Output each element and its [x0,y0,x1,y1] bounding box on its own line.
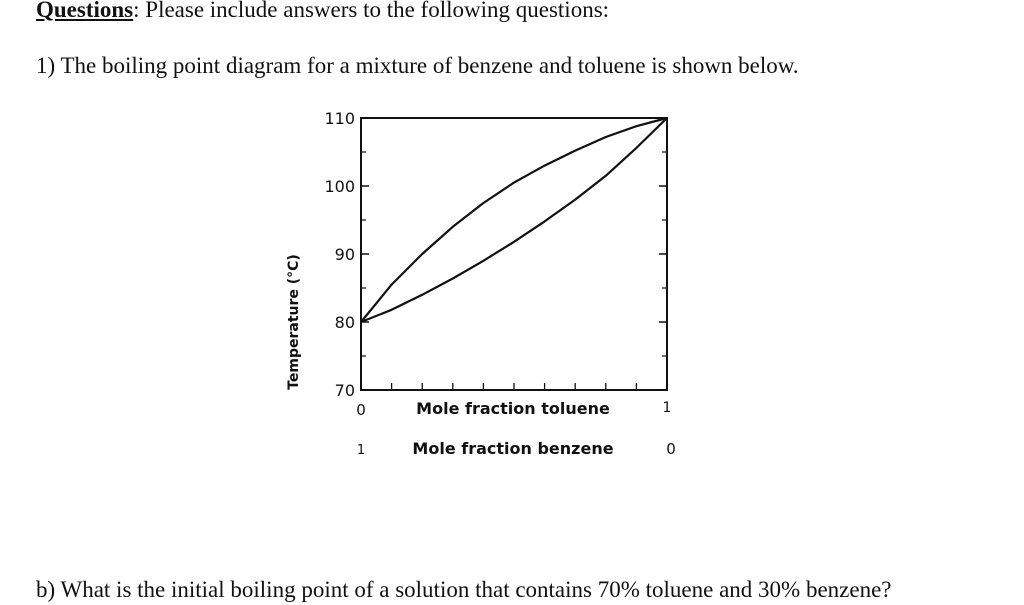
y-tick-label: 110 [324,109,355,128]
x2-tick-label: 0 [666,440,676,458]
question-1: 1) The boiling point diagram for a mixtu… [36,53,799,78]
plot-border [360,117,668,391]
heading-label: Questions [36,0,134,22]
x-tick-label: 0 [356,401,366,419]
y-tick-label: 100 [324,177,355,196]
series-line-upper [360,116,668,323]
plot-frame [360,117,668,391]
x2-axis-title: Mole fraction benzene [412,439,613,458]
y-tick-label: 90 [335,245,355,264]
x-axis-title: Mole fraction toluene [416,399,610,418]
y-tick-label: 70 [335,381,355,400]
series-layer [360,116,668,324]
x2-tick-label: 1 [357,443,365,458]
question-b: b) What is the initial boiling point of … [36,577,892,602]
axis-labels: Temperature (°C) Mole fraction toluene M… [286,254,676,458]
y-tick-label: 80 [335,313,355,332]
x-tick-label: 1 [663,400,672,416]
y-axis-title: Temperature (°C) [286,254,302,390]
axis-ticks: 70 80 90 100 110 [324,109,667,400]
heading: Questions: Please include answers to the… [36,0,609,23]
series-line-lower [360,117,668,324]
heading-text: : Please include answers to the followin… [133,0,610,22]
